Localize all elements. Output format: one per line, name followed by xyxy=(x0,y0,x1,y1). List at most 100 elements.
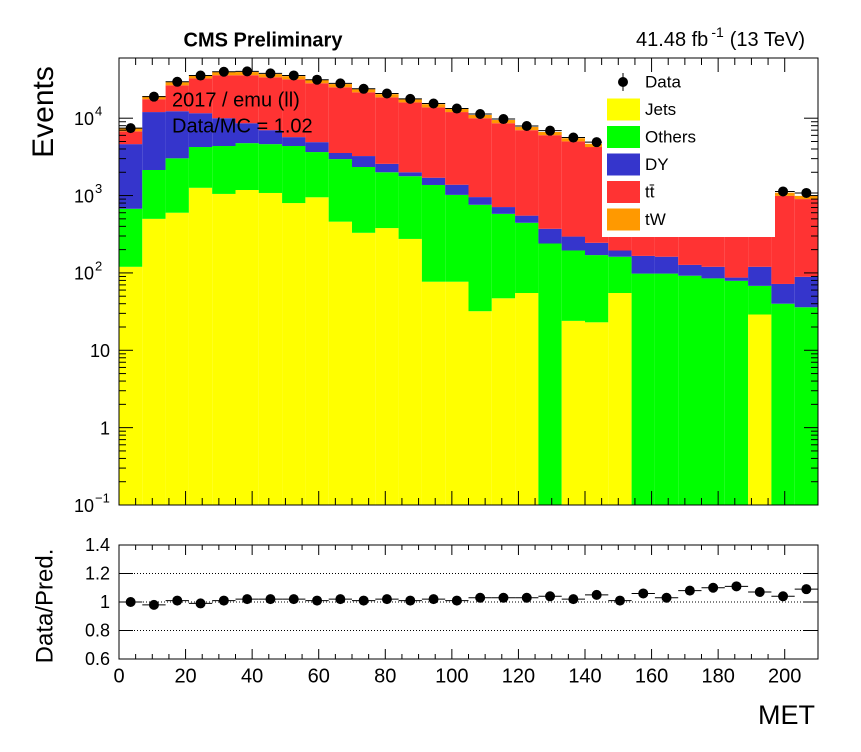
data-point xyxy=(801,187,812,198)
stack-segment xyxy=(468,204,492,312)
ratio-point xyxy=(498,592,509,603)
main-plot-area xyxy=(119,66,818,505)
stack-segment xyxy=(468,311,492,505)
ratio-point xyxy=(568,594,579,605)
stack-segment xyxy=(352,156,376,167)
stack-segment xyxy=(328,152,352,160)
legend-label: Data xyxy=(645,72,681,91)
stack-segment xyxy=(305,152,329,198)
ratio-point xyxy=(708,582,719,593)
stack-segment xyxy=(258,77,283,131)
ratio-y-tick-label: 1.2 xyxy=(85,563,110,583)
stack-segment xyxy=(258,144,283,193)
stack-segment xyxy=(212,118,236,147)
stack-segment xyxy=(491,213,516,299)
y-tick-exponent: 4 xyxy=(95,104,102,119)
legend-marker xyxy=(618,77,628,87)
y-tick-label: 10 xyxy=(74,264,94,284)
ratio-point xyxy=(335,594,346,605)
data-point xyxy=(381,88,392,99)
data-point xyxy=(568,132,579,143)
data-point xyxy=(428,98,439,109)
stack-segment xyxy=(445,194,469,282)
stack-segment xyxy=(538,243,562,505)
stack-segment xyxy=(188,187,213,505)
ratio-point xyxy=(521,592,532,603)
stack-segment xyxy=(142,99,166,113)
x-tick-label: 180 xyxy=(701,665,734,687)
ratio-point xyxy=(754,587,765,598)
legend-label: tW xyxy=(645,210,666,229)
y-tick-label: 1 xyxy=(100,418,110,438)
ratio-point xyxy=(405,595,416,606)
ratio-point xyxy=(381,594,392,605)
x-tick-label: 120 xyxy=(502,665,535,687)
stack-segment xyxy=(468,118,492,198)
stack-segment xyxy=(421,184,446,282)
stack-segment xyxy=(305,197,329,505)
ratio-point xyxy=(545,591,556,602)
stack-segment xyxy=(771,283,795,304)
legend-swatch xyxy=(607,208,640,231)
stack-segment xyxy=(119,131,143,145)
stack-segment xyxy=(188,147,213,188)
ratio-point xyxy=(731,581,742,592)
x-tick-label: 100 xyxy=(435,665,468,687)
stack-segment xyxy=(282,137,306,147)
ratio-point xyxy=(242,594,253,605)
x-tick-label: 0 xyxy=(113,665,124,687)
data-point xyxy=(195,70,206,81)
stack-segment xyxy=(212,146,236,194)
y-tick-exponent: 3 xyxy=(95,181,102,196)
stack-segment xyxy=(212,75,236,119)
stack-segment xyxy=(701,266,725,279)
ratio-point xyxy=(148,599,159,610)
legend-swatch xyxy=(607,98,640,121)
stack-segment xyxy=(398,176,422,239)
legend-label: Others xyxy=(645,127,696,146)
y-tick-exponent: −1 xyxy=(95,490,110,505)
stack-segment xyxy=(608,293,632,505)
stack-segment xyxy=(352,166,376,233)
ratio-point xyxy=(312,595,323,606)
legend-swatch xyxy=(607,181,640,203)
stack-segment xyxy=(678,275,702,505)
ratio-point xyxy=(684,585,695,596)
stack-segment xyxy=(119,208,143,267)
ratio-y-tick-label: 1.4 xyxy=(85,535,110,555)
stack-segment xyxy=(375,97,399,164)
y-axis-label: Events xyxy=(27,66,60,158)
chart-title: CMS Preliminary xyxy=(184,29,344,51)
legend-swatch xyxy=(607,153,640,176)
x-tick-label: 200 xyxy=(768,665,801,687)
stack-segment xyxy=(748,266,772,286)
stack-segment xyxy=(352,232,376,505)
stack-segment xyxy=(235,123,259,144)
stack-segment xyxy=(748,285,772,315)
stack-segment xyxy=(445,184,469,195)
stack-segment xyxy=(491,298,516,505)
ratio-point xyxy=(195,598,206,609)
stack-segment xyxy=(235,75,259,124)
y-tick-label: 10 xyxy=(74,186,94,206)
stack-segment xyxy=(375,172,399,229)
stack-segment xyxy=(119,144,143,209)
stack-segment xyxy=(282,146,306,204)
stack-segment xyxy=(188,113,213,148)
stack-segment xyxy=(328,87,352,153)
ratio-point xyxy=(661,592,672,603)
ratio-point xyxy=(801,584,812,595)
stack-segment xyxy=(375,163,399,173)
stack-segment xyxy=(282,79,306,138)
ratio-y-tick-label: 1 xyxy=(100,592,110,612)
legend-swatch xyxy=(607,126,640,148)
x-tick-label: 160 xyxy=(635,665,668,687)
data-point xyxy=(312,74,323,85)
stack-segment xyxy=(654,273,679,505)
stack-segment xyxy=(491,207,516,214)
ratio-y-axis-label: Data/Pred. xyxy=(31,549,58,664)
x-tick-label: 40 xyxy=(241,665,263,687)
stack-segment xyxy=(515,130,539,216)
stack-segment xyxy=(165,158,189,213)
stack-segment xyxy=(398,102,422,173)
